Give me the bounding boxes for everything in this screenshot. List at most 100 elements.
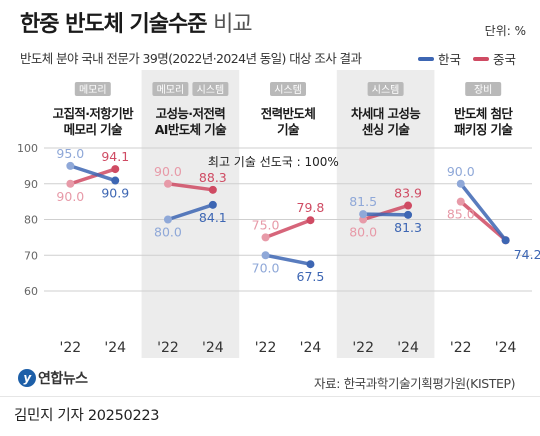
china-point-2022 [163,179,172,188]
korea-value-label-2022: 81.5 [349,194,377,209]
footer-divider [0,396,540,397]
logo-mark-icon: y [18,369,36,387]
category-tag-label: 시스템 [197,84,225,96]
china-point-2022 [456,197,465,206]
category-tag-label: 장비 [474,84,492,96]
panel-title-line: 전력반도체 [261,106,316,121]
korea-value-label-2022: 70.0 [252,260,280,275]
china-line [68,167,117,186]
korea-point-2022 [456,179,465,188]
china-value-label-2024: 88.3 [199,170,227,185]
korea-value-label-2022: 80.0 [154,225,182,240]
category-tag-label: 시스템 [372,84,400,96]
korea-line [68,164,117,183]
x-tick-label: '24 [397,340,419,356]
korea-point-2022 [163,215,172,224]
category-tag [367,82,404,96]
panel-title-line: 기술 [277,122,300,137]
legend: 한국 중국 [418,49,516,68]
china-line [459,199,508,242]
x-tick-label: '22 [352,340,374,356]
category-tag [192,82,229,96]
legend-swatch-china [473,56,490,61]
legend-item-korea: 한국 [418,49,461,68]
x-tick-label: '24 [300,340,322,356]
korea-line [361,212,410,217]
korea-point-2022 [66,161,75,170]
x-tick-label: '22 [255,340,277,356]
y-tick-label: 70 [24,249,38,262]
panel-title-line: 고집적·저항기반 [53,106,135,121]
china-value-label-2022: 90.0 [154,164,182,179]
panel-title-line: 고성능·저전력 [156,106,226,121]
panel-title-line: 반도체 첨단 [454,106,513,121]
panel-title-line: 차세대 고성능 [351,106,421,121]
legend-swatch-korea [418,56,434,61]
y-tick-label: 60 [24,285,38,298]
category-tag [152,82,189,96]
korea-point-2024 [501,236,510,245]
category-tag [270,82,306,96]
panel-title-line: 센싱 기술 [362,122,410,137]
y-tick-label: 90 [24,178,38,191]
china-value-label-2022: 80.0 [349,225,377,240]
china-value-label-2022: 90.0 [56,189,84,204]
category-tag [465,82,502,96]
china-point-2024 [404,201,413,210]
china-point-2022 [66,179,75,188]
china-value-label-2024: 94.1 [101,149,129,164]
korea-line [459,182,508,242]
korea-value-label-2024: 74.2 [514,247,540,262]
logo-text: 연합뉴스 [38,371,88,387]
china-line [263,218,313,240]
china-line [166,182,215,192]
china-point-2024 [208,185,217,194]
title-main: 한중 반도체 기술수준 [20,12,207,37]
category-tag [74,82,111,96]
x-tick-label: '24 [202,340,224,356]
china-value-label-2024: 83.9 [394,186,422,201]
panel-title-line: AI반도체 기술 [155,122,227,137]
legend-label-china: 중국 [493,52,517,67]
category-tag-label: 메모리 [79,84,107,96]
china-line [361,203,410,222]
x-tick-label: '22 [450,340,472,356]
korea-point-2024 [306,260,315,269]
korea-point-2024 [111,176,120,185]
china-value-label-2022: 85.0 [447,207,475,222]
china-value-label-2022: 75.0 [252,217,280,232]
china-point-2024 [306,216,315,225]
korea-value-label-2024: 81.3 [394,220,422,235]
byline: 김민지 기자 20250223 [14,408,160,424]
x-tick-label: '22 [157,340,179,356]
korea-point-2022 [261,251,270,260]
korea-value-label-2022: 95.0 [56,146,84,161]
china-point-2024 [111,165,120,174]
korea-line [263,253,313,266]
category-tag-label: 메모리 [157,84,185,96]
subtitle: 반도체 분야 국내 전문가 39명(2022년·2024년 동일) 대상 조사 … [20,51,362,66]
y-tick-label: 100 [17,142,38,155]
china-value-label-2024: 79.8 [297,200,325,215]
x-tick-label: '22 [60,340,82,356]
x-tick-label: '24 [104,340,126,356]
china-point-2022 [261,233,270,242]
korea-point-2024 [208,200,217,209]
panel-title-line: 패키징 기술 [454,122,513,137]
unit-label: 단위: % [484,24,526,38]
publisher-logo: y 연합뉴스 [18,368,88,388]
korea-value-label-2024: 84.1 [199,210,227,225]
korea-value-label-2024: 67.5 [297,269,325,284]
korea-value-label-2024: 90.9 [101,186,129,201]
legend-label-korea: 한국 [438,52,462,67]
reference-label: 최고 기술 선도국 : 100% [208,155,339,169]
korea-line [166,203,215,222]
category-tag-label: 시스템 [274,84,302,96]
title-light: 비교 [213,12,252,37]
y-tick-label: 80 [24,214,38,227]
korea-value-label-2022: 90.0 [447,164,475,179]
legend-item-china: 중국 [473,49,516,68]
korea-point-2022 [359,210,368,219]
x-tick-label: '24 [495,340,517,356]
